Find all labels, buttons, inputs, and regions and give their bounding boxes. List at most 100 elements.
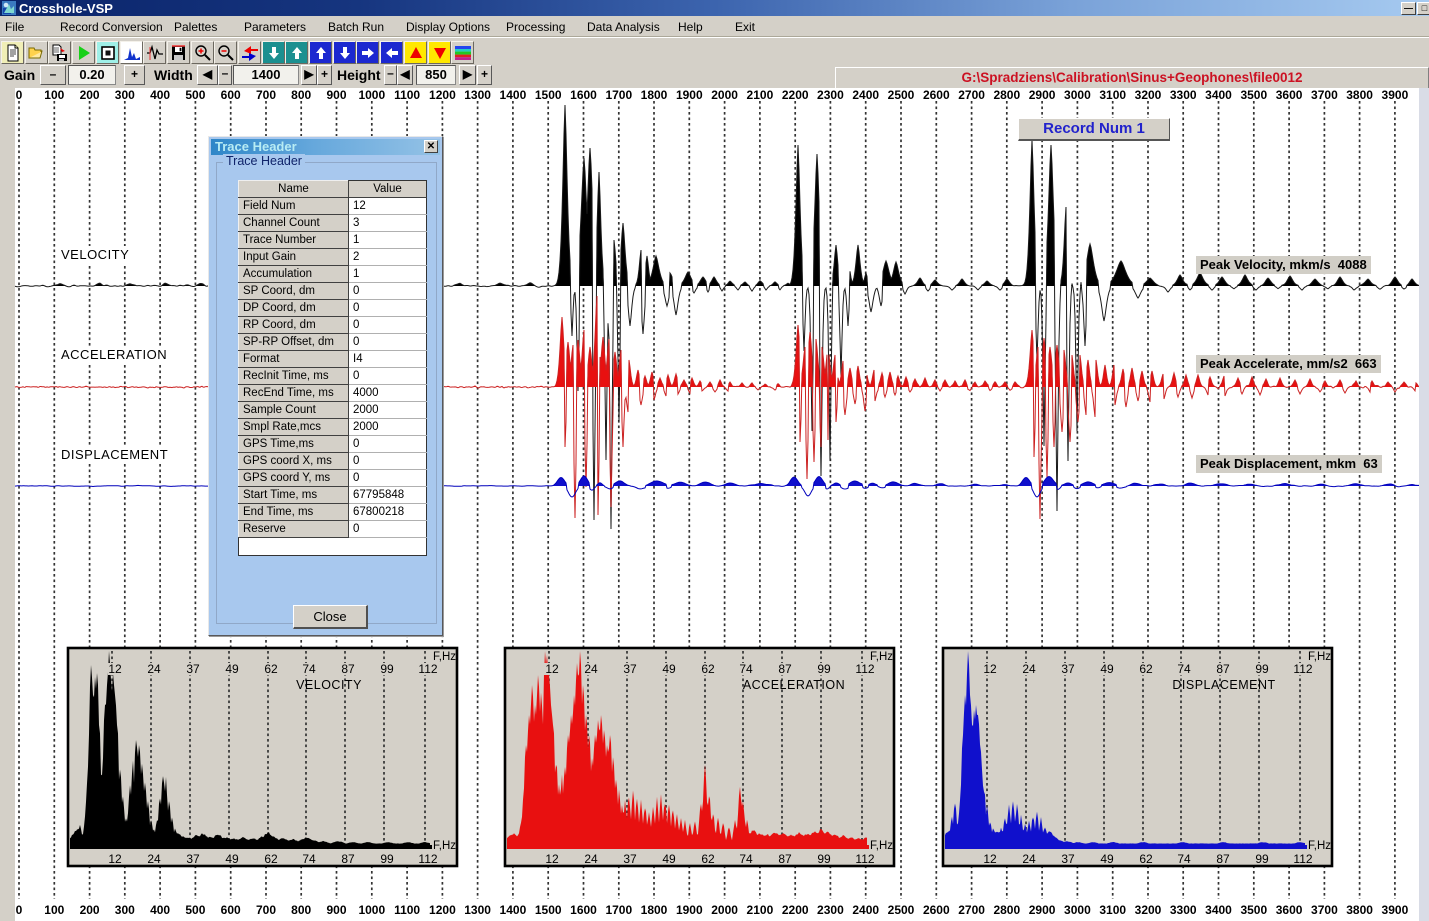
svg-text:49: 49 [662,662,676,676]
svg-text:1400: 1400 [500,88,527,102]
svg-text:200: 200 [80,903,100,917]
svg-text:112: 112 [855,662,874,676]
svg-text:3400: 3400 [1205,903,1232,917]
svg-text:1200: 1200 [429,903,456,917]
svg-text:99: 99 [1255,662,1269,676]
svg-text:1400: 1400 [500,903,527,917]
svg-text:74: 74 [1177,852,1191,866]
svg-text:1600: 1600 [570,88,597,102]
svg-text:1000: 1000 [358,88,385,102]
svg-text:12: 12 [983,662,997,676]
svg-text:2100: 2100 [747,88,774,102]
svg-text:87: 87 [341,662,355,676]
svg-text:12: 12 [545,662,559,676]
svg-text:99: 99 [1255,852,1269,866]
svg-text:112: 112 [1293,662,1312,676]
svg-text:3500: 3500 [1240,88,1267,102]
svg-text:12: 12 [545,852,559,866]
svg-text:87: 87 [1216,852,1230,866]
svg-text:3600: 3600 [1276,903,1303,917]
svg-text:74: 74 [302,852,316,866]
svg-text:1100: 1100 [394,903,420,917]
svg-text:62: 62 [264,662,278,676]
svg-text:87: 87 [1216,662,1230,676]
svg-text:37: 37 [186,662,200,676]
svg-text:2800: 2800 [993,88,1020,102]
svg-text:F,Hz: F,Hz [870,651,893,663]
svg-text:700: 700 [256,88,276,102]
svg-text:1700: 1700 [605,88,632,102]
svg-text:1300: 1300 [464,903,491,917]
svg-text:49: 49 [1100,852,1114,866]
svg-text:1800: 1800 [641,903,668,917]
svg-text:74: 74 [302,662,316,676]
svg-text:112: 112 [418,662,437,676]
svg-text:F,Hz: F,Hz [433,840,456,852]
svg-text:3700: 3700 [1311,903,1338,917]
svg-text:3100: 3100 [1099,903,1126,917]
svg-text:3700: 3700 [1311,88,1338,102]
svg-text:112: 112 [855,852,874,866]
svg-text:87: 87 [341,852,355,866]
svg-text:600: 600 [221,903,241,917]
svg-text:2100: 2100 [747,903,774,917]
svg-text:3200: 3200 [1135,903,1162,917]
svg-text:500: 500 [185,88,205,102]
svg-text:3800: 3800 [1346,903,1373,917]
svg-text:1500: 1500 [535,88,562,102]
svg-text:37: 37 [623,852,637,866]
svg-text:62: 62 [264,852,278,866]
svg-text:100: 100 [44,88,64,102]
svg-text:900: 900 [326,903,346,917]
svg-text:2300: 2300 [817,903,844,917]
svg-text:62: 62 [701,662,715,676]
svg-text:99: 99 [817,852,831,866]
svg-text:3500: 3500 [1240,903,1267,917]
svg-text:0: 0 [16,903,23,917]
svg-text:1200: 1200 [429,88,456,102]
svg-text:VELOCITY: VELOCITY [296,678,362,692]
svg-text:24: 24 [147,852,161,866]
svg-text:3200: 3200 [1135,88,1162,102]
svg-text:300: 300 [115,88,135,102]
svg-text:ACCELERATION: ACCELERATION [743,678,845,692]
svg-text:2200: 2200 [782,88,809,102]
svg-text:12: 12 [108,662,122,676]
svg-text:1000: 1000 [358,903,385,917]
svg-text:600: 600 [221,88,241,102]
svg-text:3100: 3100 [1099,88,1126,102]
svg-text:112: 112 [418,852,437,866]
svg-text:3900: 3900 [1382,903,1409,917]
svg-text:2700: 2700 [958,903,985,917]
svg-text:2800: 2800 [993,903,1020,917]
svg-text:2500: 2500 [888,903,915,917]
svg-text:37: 37 [186,852,200,866]
svg-text:1900: 1900 [676,903,703,917]
svg-text:400: 400 [150,903,170,917]
svg-text:37: 37 [1061,852,1075,866]
svg-text:2900: 2900 [1029,903,1056,917]
svg-text:24: 24 [1022,852,1036,866]
svg-text:1900: 1900 [676,88,703,102]
svg-text:1500: 1500 [535,903,562,917]
svg-text:2400: 2400 [852,903,879,917]
svg-text:3300: 3300 [1170,903,1197,917]
svg-text:2500: 2500 [888,88,915,102]
svg-text:2600: 2600 [923,903,950,917]
svg-text:99: 99 [817,662,831,676]
svg-text:800: 800 [291,88,311,102]
svg-text:49: 49 [1100,662,1114,676]
svg-text:62: 62 [1139,662,1153,676]
svg-text:500: 500 [185,903,205,917]
svg-text:49: 49 [662,852,676,866]
svg-text:74: 74 [1177,662,1191,676]
svg-text:700: 700 [256,903,276,917]
svg-text:3000: 3000 [1064,88,1091,102]
svg-text:2400: 2400 [852,88,879,102]
svg-text:DISPLACEMENT: DISPLACEMENT [1172,678,1275,692]
svg-text:900: 900 [326,88,346,102]
svg-text:3900: 3900 [1382,88,1409,102]
svg-text:2000: 2000 [711,88,738,102]
svg-text:74: 74 [739,852,753,866]
svg-text:300: 300 [115,903,135,917]
